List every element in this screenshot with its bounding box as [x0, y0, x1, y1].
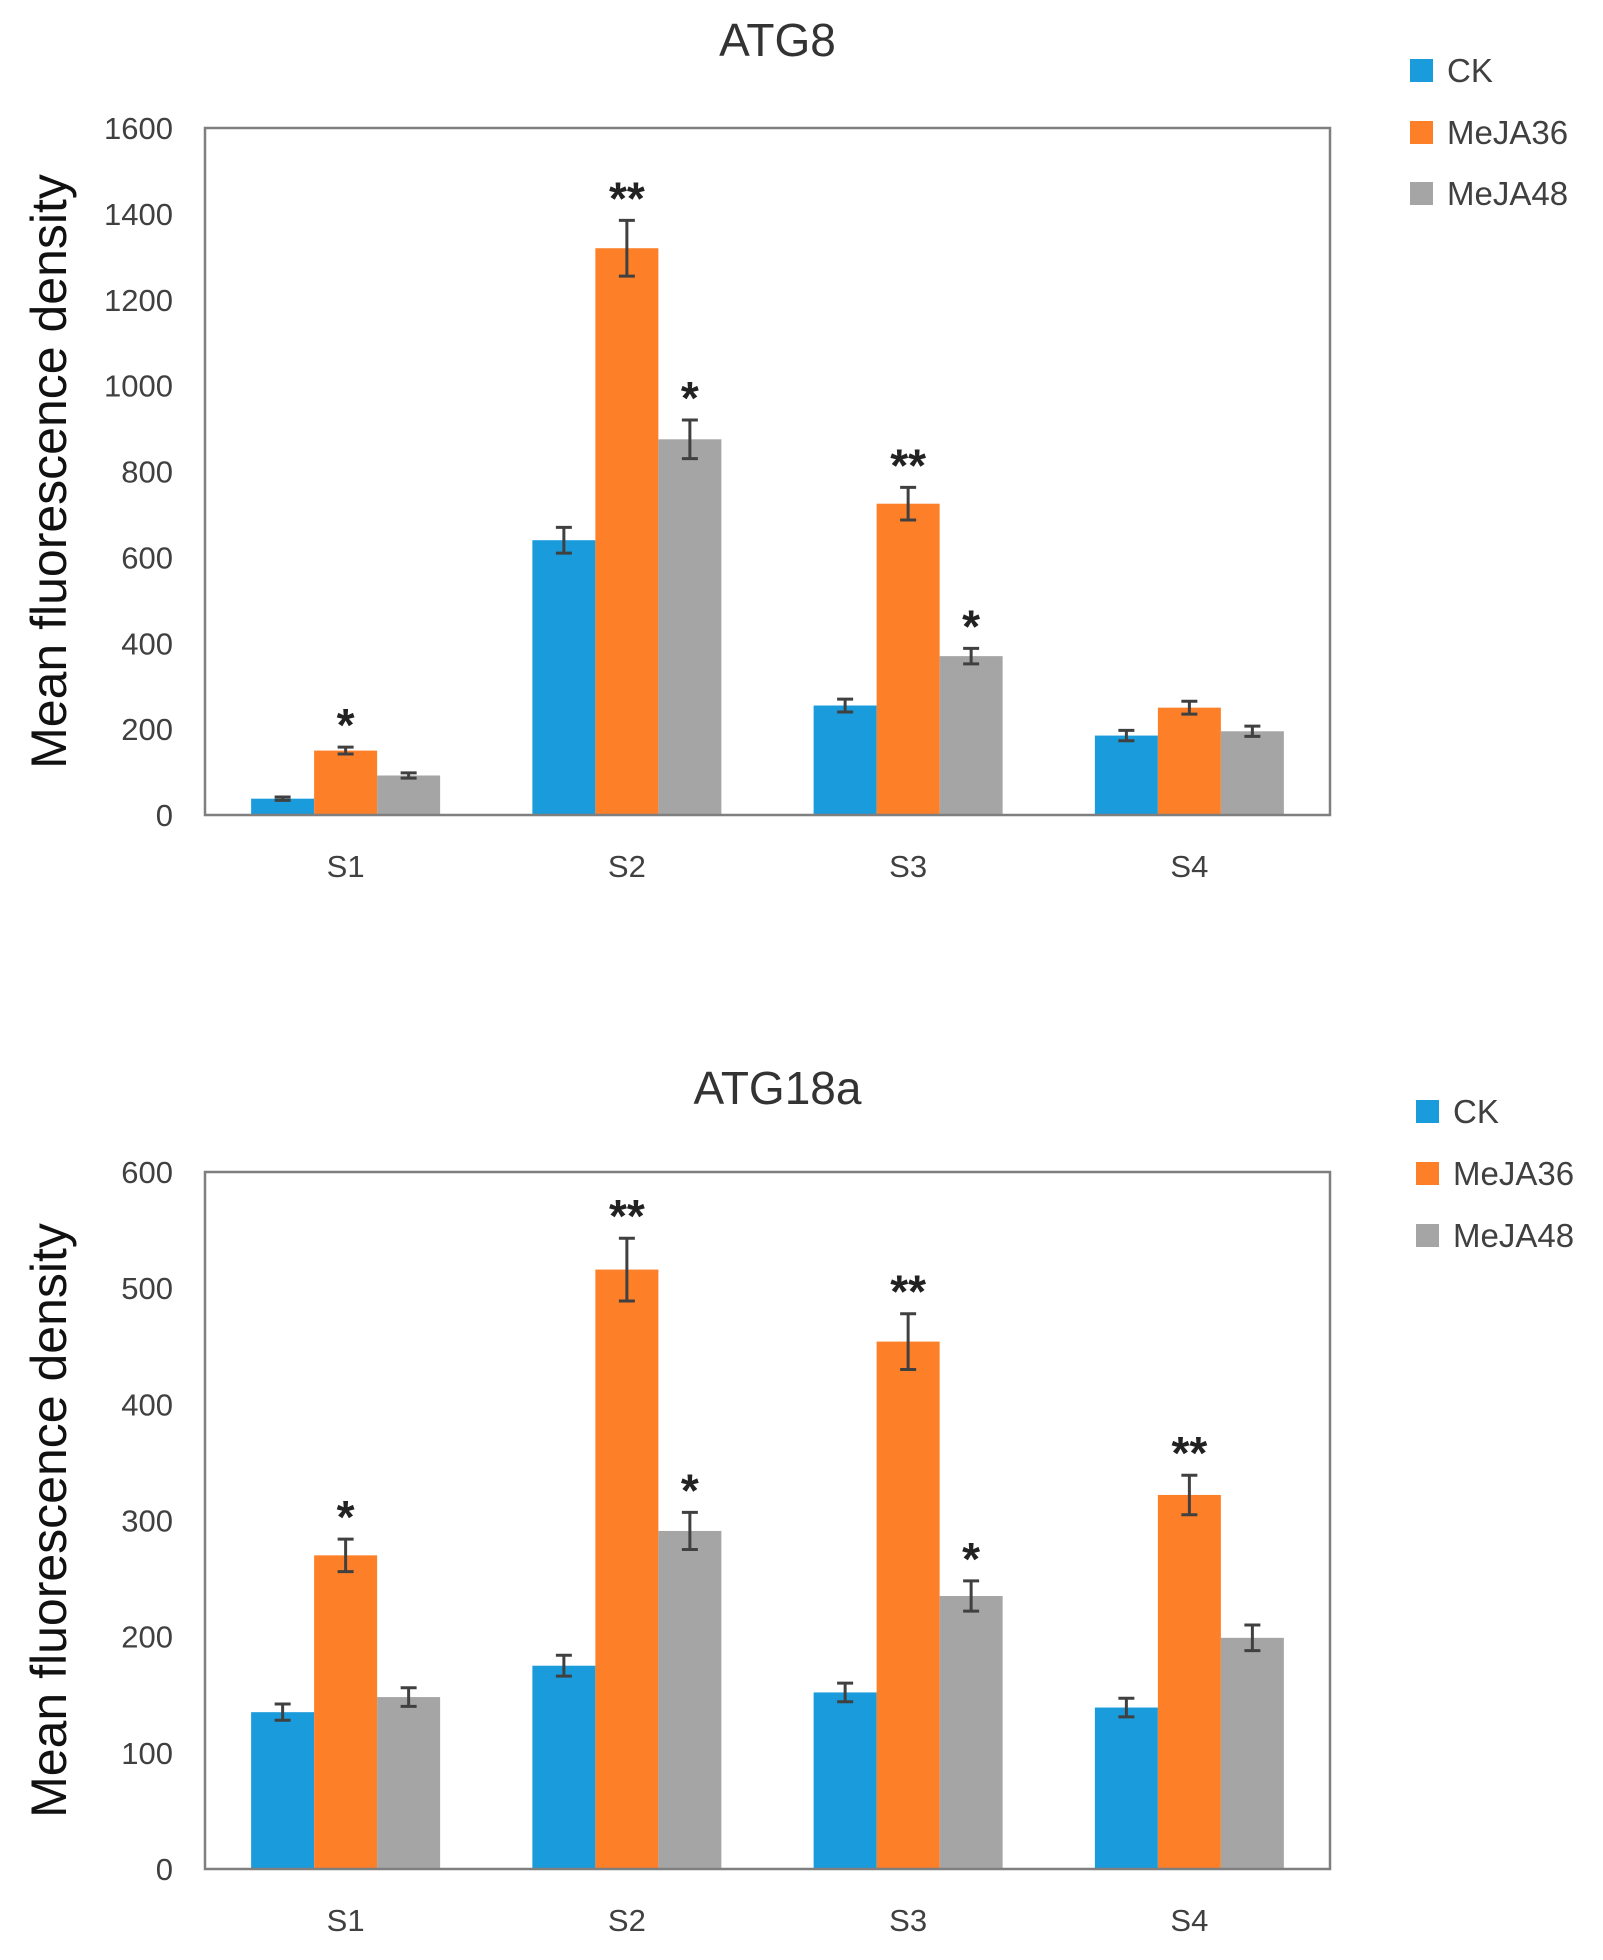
legend-swatch-meja36 [1410, 121, 1433, 144]
x-tick-label: S2 [608, 1903, 646, 1938]
y-tick-label: 1600 [104, 111, 173, 146]
legend-label-meja36: MeJA36 [1447, 114, 1568, 151]
bar-ck-s2 [532, 1666, 595, 1869]
y-axis-label: Mean fluorescence density [21, 174, 77, 769]
legend-swatch-meja48 [1410, 182, 1433, 205]
legend-swatch-meja48 [1416, 1224, 1439, 1247]
bar-meja48-s1 [377, 1697, 440, 1869]
bar-meja48-s2 [658, 1531, 721, 1869]
bar-ck-s4 [1095, 1708, 1158, 1869]
legend-label-ck: CK [1447, 52, 1493, 89]
y-tick-label: 1000 [104, 369, 173, 404]
legend-label-meja36: MeJA36 [1453, 1155, 1574, 1192]
y-tick-label: 0 [156, 798, 173, 833]
bar-meja48-s3 [940, 1596, 1003, 1869]
bar-meja36-s1 [314, 751, 377, 815]
y-tick-label: 200 [121, 712, 173, 747]
y-tick-label: 200 [121, 1620, 173, 1655]
y-tick-label: 400 [121, 1387, 173, 1422]
y-tick-label: 400 [121, 626, 173, 661]
x-tick-label: S3 [889, 1903, 927, 1938]
legend-label-meja48: MeJA48 [1453, 1217, 1574, 1254]
bar-ck-s2 [532, 540, 595, 815]
bar-meja36-s2 [595, 1270, 658, 1869]
chart-atg18a: ATG18a Mean fluorescence density 0 100 200 30… [21, 1062, 1574, 1938]
y-tick-label: 600 [121, 1155, 173, 1190]
significance-mark: * [962, 1533, 980, 1585]
chart-atg8: ATG8 Mean fluorescence density 0 200 400 600 8… [21, 14, 1568, 884]
chart-title: ATG18a [694, 1062, 862, 1114]
legend: CK MeJA36 MeJA48 [1410, 52, 1568, 212]
figure: ATG8 Mean fluorescence density 0 200 400 600 8… [0, 0, 1603, 1960]
x-tick-label: S2 [608, 849, 646, 884]
y-tick-label: 800 [121, 455, 173, 490]
bar-ck-s4 [1095, 736, 1158, 815]
y-tick-label: 0 [156, 1852, 173, 1887]
significance-mark: ** [609, 1190, 645, 1242]
bar-meja48-s4 [1221, 1638, 1284, 1869]
significance-mark: * [681, 372, 699, 424]
y-tick-label: 100 [121, 1736, 173, 1771]
bar-meja48-s1 [377, 775, 440, 815]
legend-swatch-ck [1416, 1100, 1439, 1123]
significance-mark: ** [1171, 1427, 1207, 1479]
bar-meja36-s2 [595, 248, 658, 815]
chart-title: ATG8 [719, 14, 836, 66]
legend-label-meja48: MeJA48 [1447, 175, 1568, 212]
y-tick-label: 1400 [104, 197, 173, 232]
bar-meja36-s4 [1158, 1495, 1221, 1869]
x-tick-label: S4 [1170, 849, 1208, 884]
bar-ck-s3 [814, 1692, 877, 1869]
bar-meja36-s4 [1158, 708, 1221, 815]
bar-meja48-s3 [940, 656, 1003, 815]
y-tick-label: 1200 [104, 283, 173, 318]
bar-ck-s3 [814, 706, 877, 815]
x-tick-label: S1 [327, 849, 365, 884]
bar-meja48-s2 [658, 439, 721, 815]
y-tick-label: 300 [121, 1504, 173, 1539]
significance-mark: ** [609, 172, 645, 224]
x-tick-label: S4 [1170, 1903, 1208, 1938]
x-tick-label: S3 [889, 849, 927, 884]
legend-swatch-meja36 [1416, 1162, 1439, 1185]
significance-mark: * [962, 600, 980, 652]
legend-label-ck: CK [1453, 1093, 1499, 1130]
bar-meja36-s1 [314, 1555, 377, 1869]
bar-meja48-s4 [1221, 731, 1284, 815]
bar-meja36-s3 [877, 504, 940, 815]
legend-swatch-ck [1410, 59, 1433, 82]
significance-mark: * [337, 1491, 355, 1543]
y-tick-label: 500 [121, 1271, 173, 1306]
y-axis-label: Mean fluorescence density [21, 1223, 77, 1818]
significance-mark: * [681, 1464, 699, 1516]
legend: CK MeJA36 MeJA48 [1416, 1093, 1574, 1254]
significance-mark: ** [890, 1266, 926, 1318]
bar-meja36-s3 [877, 1342, 940, 1869]
bar-ck-s1 [251, 1712, 314, 1869]
y-tick-label: 600 [121, 540, 173, 575]
significance-mark: * [337, 699, 355, 751]
x-tick-label: S1 [327, 1903, 365, 1938]
significance-mark: ** [890, 439, 926, 491]
